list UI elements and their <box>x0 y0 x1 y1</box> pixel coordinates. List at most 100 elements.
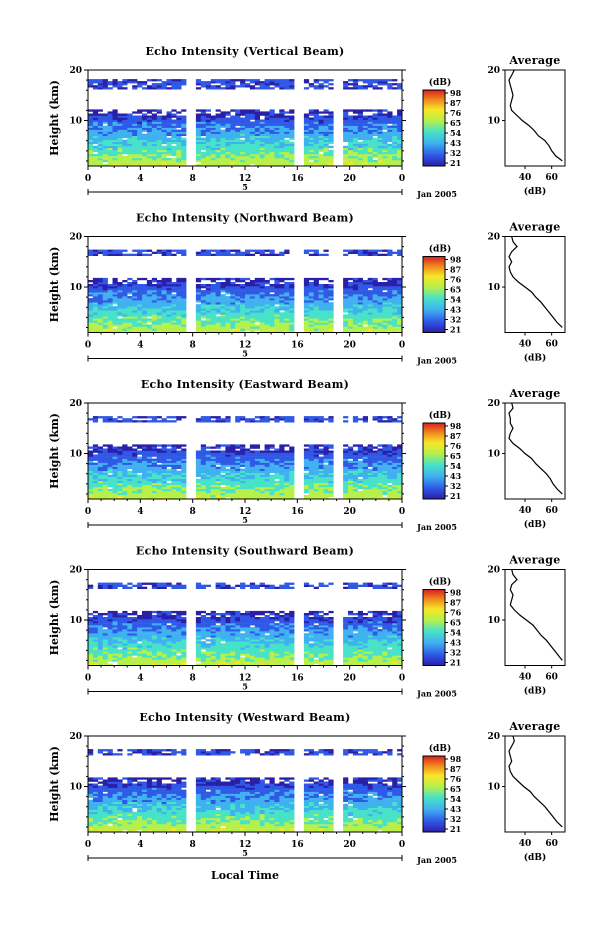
heatmap-cell <box>225 478 231 482</box>
heatmap-cell <box>122 470 128 473</box>
heatmap-cell <box>151 492 157 496</box>
heatmap-cell <box>269 450 275 453</box>
heatmap-cell <box>382 139 388 142</box>
heatmap-cell <box>313 135 319 138</box>
heatmap-cell <box>127 492 133 496</box>
heatmap-cell <box>132 314 138 317</box>
heatmap-cell <box>249 157 256 161</box>
heatmap-cell <box>97 450 103 453</box>
heatmap-cell <box>269 495 275 498</box>
heatmap-cell <box>308 157 314 161</box>
heatmap-cell <box>210 320 216 323</box>
heatmap-cell <box>254 251 260 254</box>
heatmap-cell <box>269 497 275 500</box>
heatmap-cell <box>215 460 221 463</box>
heatmap-cell <box>362 282 368 285</box>
heatmap-cell <box>259 486 265 490</box>
heatmap-cell <box>156 328 162 331</box>
heatmap-cell <box>348 492 354 496</box>
heatmap-cell <box>274 282 280 285</box>
heatmap-cell <box>279 298 285 301</box>
heatmap-cell <box>289 300 295 303</box>
heatmap-cell <box>362 129 368 132</box>
heatmap-cell <box>210 155 216 159</box>
heatmap-cell <box>254 79 260 82</box>
heatmap-cell <box>161 330 167 333</box>
heatmap-cell <box>230 145 236 149</box>
heatmap-cell <box>97 137 103 140</box>
heatmap-cell <box>274 284 280 287</box>
heatmap-cell <box>387 492 393 496</box>
heatmap-cell <box>171 282 177 285</box>
heatmap-cell <box>318 133 324 136</box>
heatmap-cell <box>102 454 108 457</box>
heatmap-cell <box>328 141 334 144</box>
heatmap-cell <box>181 164 187 167</box>
heatmap-cell <box>328 326 334 329</box>
heatmap-cell <box>249 288 256 291</box>
heatmap-cell <box>308 470 314 473</box>
heatmap-cell <box>343 322 349 325</box>
heatmap-cell <box>382 249 388 252</box>
heatmap-cell <box>308 83 314 86</box>
heatmap-cell <box>166 492 172 496</box>
heatmap-cell <box>279 85 285 88</box>
heatmap-cell <box>357 448 363 451</box>
heatmap-cell <box>151 115 157 118</box>
heatmap-cell <box>387 472 393 475</box>
heatmap-cell <box>215 288 221 291</box>
heatmap-cell <box>308 296 314 299</box>
heatmap-cell <box>348 486 354 490</box>
heatmap-cell <box>240 492 246 496</box>
heatmap-cell <box>269 137 275 140</box>
heatmap-cell <box>357 129 363 132</box>
heatmap-cell <box>161 316 167 319</box>
heatmap-cell <box>225 111 231 114</box>
heatmap-cell <box>377 472 383 475</box>
heatmap-cell <box>245 249 251 252</box>
heatmap-cell <box>225 159 231 163</box>
heatmap-cell <box>122 480 128 484</box>
heatmap-cell <box>284 121 290 124</box>
heatmap-cell <box>249 298 256 301</box>
heatmap-cell <box>249 328 256 331</box>
heatmap-cell <box>146 292 153 295</box>
heatmap-cell <box>382 492 388 496</box>
heatmap-cell <box>323 79 329 82</box>
heatmap-cell <box>313 490 319 494</box>
heatmap-cell <box>137 462 143 465</box>
heatmap-cell <box>161 251 167 254</box>
heatmap-cell <box>392 448 398 451</box>
heatmap-cell <box>200 300 206 303</box>
heatmap-cell <box>274 286 280 289</box>
heatmap-cell <box>357 280 363 283</box>
heatmap-cell <box>137 81 143 84</box>
heatmap-cell <box>210 296 216 299</box>
heatmap-cell <box>195 286 202 289</box>
heatmap-cell <box>195 490 202 494</box>
heatmap-cell <box>117 85 123 88</box>
heatmap-cell <box>195 292 202 295</box>
heatmap-cell <box>151 143 157 147</box>
heatmap-cell <box>245 135 251 138</box>
heatmap-cell <box>343 87 349 90</box>
heatmap-cell <box>372 127 378 130</box>
heatmap-cell <box>254 492 260 496</box>
heatmap-cell <box>230 478 236 482</box>
heatmap-cell <box>127 495 133 498</box>
heatmap-cell <box>254 326 260 329</box>
heatmap-cell <box>127 81 133 84</box>
heatmap-cell <box>156 123 162 126</box>
heatmap-cell <box>88 472 94 475</box>
heatmap-cell <box>127 157 133 161</box>
heatmap-cell <box>200 85 206 88</box>
heatmap-cell <box>328 464 334 467</box>
heatmap-cell <box>313 115 319 118</box>
heatmap-cell <box>264 497 270 500</box>
heatmap-cell <box>387 306 393 309</box>
heatmap-cell <box>230 85 236 88</box>
heatmap-cell <box>230 277 236 281</box>
heatmap-cell <box>142 446 148 449</box>
heatmap-cell <box>146 298 153 301</box>
heatmap-cell <box>357 314 363 317</box>
